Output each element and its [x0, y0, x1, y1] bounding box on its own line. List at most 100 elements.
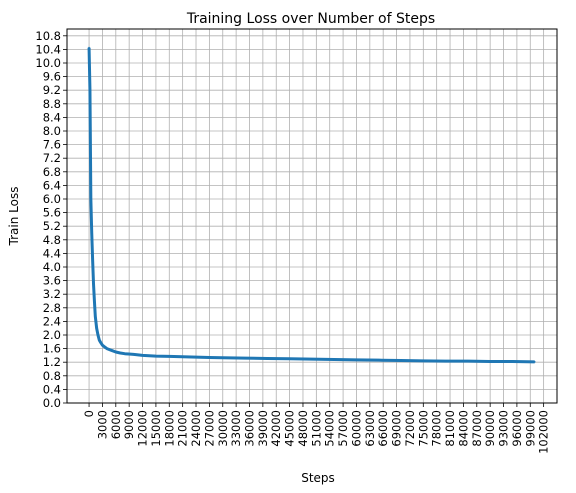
data-point [244, 357, 246, 360]
data-point [95, 327, 98, 330]
x-tick-label: 102000 [537, 410, 551, 454]
y-tick-label: 8.4 [43, 110, 61, 124]
y-tick-label: 0.0 [43, 396, 61, 410]
y-tick-label: 9.2 [43, 83, 61, 97]
y-tick-label: 9.6 [43, 70, 61, 84]
data-point [98, 339, 101, 341]
x-tick-label: 36000 [242, 410, 256, 447]
x-tick-label: 6000 [109, 410, 123, 439]
x-tick-label: 75000 [416, 410, 430, 447]
y-tick-label: 4.0 [43, 260, 61, 274]
x-tick-label: 87000 [470, 410, 484, 447]
data-point [92, 283, 95, 285]
data-point [141, 354, 144, 357]
y-tick-label: 3.2 [43, 287, 61, 301]
x-tick-label: 63000 [363, 410, 377, 447]
data-point [181, 355, 184, 358]
y-tick-label: 6.4 [43, 178, 61, 192]
x-tick-label: 66000 [376, 410, 390, 447]
y-tick-label: 2.0 [43, 328, 61, 342]
chart-title: Training Loss over Number of Steps [186, 11, 435, 27]
y-tick-label: 1.6 [43, 342, 61, 356]
x-tick-label: 51000 [309, 410, 323, 447]
data-point [99, 341, 102, 344]
x-tick-label: 60000 [349, 410, 363, 447]
data-point [89, 198, 92, 200]
data-point [221, 356, 224, 359]
x-tick-label: 45000 [283, 410, 297, 447]
y-axis-label: Train Loss [7, 187, 21, 247]
x-tick-label: 15000 [149, 410, 163, 447]
x-tick-label: 30000 [216, 410, 230, 447]
y-tick-label: 10.8 [35, 29, 61, 43]
x-tick-label: 42000 [269, 410, 283, 447]
y-tick-label: 0.8 [43, 369, 61, 383]
data-point [466, 360, 469, 363]
x-tick-label: 27000 [202, 410, 216, 447]
y-tick-label: 2.4 [43, 314, 61, 328]
x-tick-label: 48000 [296, 410, 310, 447]
y-tick-label: 4.4 [43, 246, 61, 260]
y-tick-label: 1.2 [43, 355, 61, 369]
data-point [88, 46, 90, 49]
x-axis-label: Steps [301, 471, 335, 485]
y-tick-label: 8.0 [43, 124, 61, 138]
data-point [155, 355, 157, 357]
x-tick-label: 99000 [523, 410, 537, 447]
y-tick-label: 4.8 [43, 233, 61, 247]
x-tick-label: 96000 [510, 410, 524, 447]
x-tick-label: 81000 [443, 410, 457, 447]
data-point [422, 359, 425, 362]
y-tick-label: 2.8 [43, 301, 61, 315]
data-point [195, 356, 197, 358]
y-tick-label: 5.6 [43, 206, 61, 220]
data-point [105, 347, 108, 350]
y-tick-label: 5.2 [43, 219, 61, 233]
y-axis: 0.00.40.81.21.62.02.42.83.23.64.04.44.85… [35, 29, 67, 410]
y-tick-label: 6.8 [43, 165, 61, 179]
data-point [90, 232, 93, 234]
y-tick-label: 3.6 [43, 274, 61, 288]
x-tick-label: 72000 [403, 410, 417, 447]
data-point [208, 356, 211, 359]
x-tick-label: 93000 [497, 410, 511, 447]
x-axis: 0 3000 6000 9000 12000 15000 18000 21000 24000 27… [82, 403, 551, 454]
y-tick-label: 6.0 [43, 192, 61, 206]
data-point [444, 360, 447, 363]
data-point [533, 360, 536, 363]
x-tick-label: 84000 [456, 410, 470, 447]
x-tick-label: 33000 [229, 410, 243, 447]
data-point [355, 358, 358, 361]
data-point [310, 358, 313, 361]
data-point [168, 355, 171, 358]
data-point [114, 351, 117, 353]
x-tick-label: 54000 [323, 410, 337, 447]
x-tick-label: 39000 [256, 410, 270, 447]
data-point [93, 300, 96, 302]
data-point [377, 359, 380, 362]
data-point [400, 359, 402, 362]
data-point [97, 334, 99, 336]
y-tick-label: 7.2 [43, 151, 61, 165]
data-point [123, 352, 126, 355]
data-point [266, 357, 269, 360]
x-tick-label: 90000 [483, 410, 497, 447]
y-tick-label: 10.4 [35, 42, 61, 56]
data-point [103, 346, 106, 348]
plot-frame [66, 28, 558, 404]
grid [67, 29, 557, 404]
x-tick-label: 21000 [176, 410, 190, 447]
y-tick-label: 7.6 [43, 138, 61, 152]
data-point [94, 315, 97, 318]
series-layer [87, 46, 536, 364]
x-tick-label: 12000 [136, 410, 150, 447]
x-tick-label: 9000 [122, 410, 136, 439]
x-tick-label: 18000 [162, 410, 176, 447]
x-tick-label: 0 [82, 410, 96, 417]
data-point [89, 89, 91, 92]
data-point [132, 353, 135, 356]
data-point [333, 358, 336, 361]
x-tick-label: 78000 [430, 410, 444, 447]
data-point [110, 349, 113, 352]
